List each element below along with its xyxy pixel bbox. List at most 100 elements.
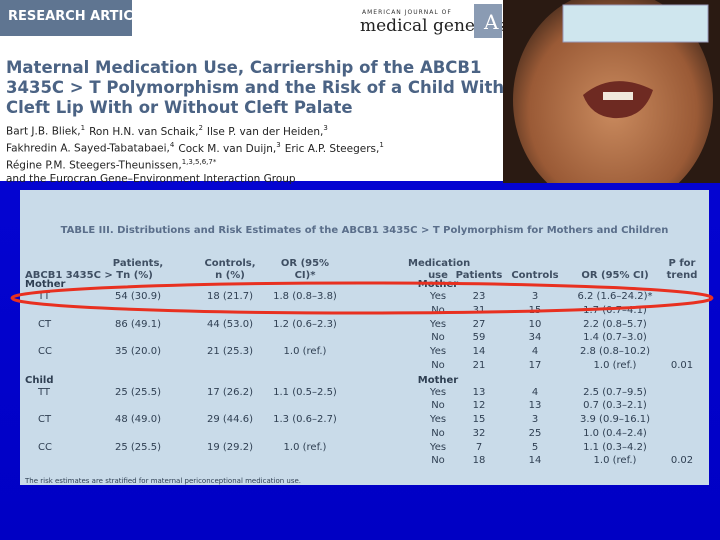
author-affiliation: 3 xyxy=(276,141,281,149)
stratum-odds-ratio: 1.1 (0.3–4.2) xyxy=(583,441,647,453)
medication-use: Yes xyxy=(429,291,447,302)
genotype: CC xyxy=(38,346,52,357)
stratum-controls: 4 xyxy=(531,386,539,398)
patients: 86 (49.1) xyxy=(115,318,161,330)
author-affiliation: 3 xyxy=(323,124,328,132)
stratum-controls: 10 xyxy=(528,318,542,330)
author-name: Eric A.P. Steegers, xyxy=(284,142,380,155)
genotype: TT xyxy=(38,386,51,398)
author-name: Bart J.B. Bliek, xyxy=(6,125,81,138)
author-affiliation: 2 xyxy=(198,124,203,132)
stratum-patients: 14 xyxy=(472,346,486,357)
title-line: 3435C > T Polymorphism and the Risk of a… xyxy=(6,78,505,97)
medication-use: Yes xyxy=(429,414,447,425)
column-header: P for trend xyxy=(666,258,698,281)
journal-prefix: AMERICAN JOURNAL OF xyxy=(362,9,452,16)
table: TABLE III. Distributions and Risk Estima… xyxy=(20,190,709,485)
authors: Bart J.B. Bliek,1 Ron H.N. van Schaik,2 Il… xyxy=(6,122,384,187)
odds-ratio: 1.0 (ref.) xyxy=(283,441,327,453)
stratum-controls: 5 xyxy=(531,441,539,453)
controls: 18 (21.7) xyxy=(207,291,253,302)
journal-name: medical genetics xyxy=(360,16,506,36)
title-line: Maternal Medication Use, Carriership of … xyxy=(6,58,482,77)
stratum-controls: 3 xyxy=(531,291,539,302)
stratum-patients: 21 xyxy=(472,359,486,371)
author-name: Cock M. van Duijn, xyxy=(178,142,277,155)
stratum-patients: 15 xyxy=(472,414,486,425)
p-trend: 0.02 xyxy=(670,455,694,466)
highlight-ellipse xyxy=(10,281,714,315)
genotype: TT xyxy=(38,291,51,302)
genotype: CC xyxy=(38,441,52,453)
stratum-controls: 13 xyxy=(528,400,542,411)
stratum-patients: 18 xyxy=(472,455,486,466)
stratum-controls: 34 xyxy=(528,332,542,343)
medication-use: No xyxy=(431,359,445,371)
controls: 44 (53.0) xyxy=(207,318,253,330)
controls: 17 (26.2) xyxy=(207,386,253,398)
stratum-odds-ratio: 2.8 (0.8–10.2) xyxy=(579,346,651,357)
photo-teeth xyxy=(603,92,633,100)
stratum-controls: 25 xyxy=(528,427,542,439)
stratum-odds-ratio: 1.4 (0.7–3.0) xyxy=(583,332,647,343)
stratum-controls: 14 xyxy=(528,455,542,466)
author-name: Ron H.N. van Schaik, xyxy=(89,125,199,138)
stratum-patients: 32 xyxy=(472,427,486,439)
table-footnote: The risk estimates are stratified for ma… xyxy=(25,477,302,485)
stratum-patients: 12 xyxy=(472,400,486,411)
journal-part: A xyxy=(484,10,499,34)
stratum-odds-ratio: 2.5 (0.7–9.5) xyxy=(583,386,647,398)
stratum-controls: 4 xyxy=(531,346,539,357)
author-line: Régine P.M. Steegers-Theunissen,1,3,5,6,… xyxy=(6,156,384,173)
column-header: OR (95% CI)* xyxy=(280,258,330,281)
stratum-odds-ratio: 3.9 (0.9–16.1) xyxy=(579,414,651,425)
odds-ratio: 1.3 (0.6–2.7) xyxy=(273,414,337,425)
column-header: Patients xyxy=(455,270,503,281)
author-name: and the Eurocran Gene–Environment Intera… xyxy=(6,173,296,185)
stratum-controls: 17 xyxy=(528,359,542,371)
paper-header: RESEARCH ARTICLE AMERICAN JOURNAL OF med… xyxy=(0,0,506,185)
stratum-patients: 7 xyxy=(475,441,483,453)
patients: 25 (25.5) xyxy=(115,441,161,453)
stratum-odds-ratio: 1.0 (ref.) xyxy=(593,359,637,371)
controls: 21 (25.3) xyxy=(207,346,253,357)
author-name: Régine P.M. Steegers-Theunissen, xyxy=(6,159,182,172)
article-type: RESEARCH ARTICLE xyxy=(8,9,151,24)
stratum-controls: 3 xyxy=(531,414,539,425)
controls: 19 (29.2) xyxy=(207,441,253,453)
p-trend: 0.01 xyxy=(670,359,694,371)
author-affiliation: 1,3,5,6,7* xyxy=(181,158,217,166)
stratum-odds-ratio: 2.2 (0.8–5.7) xyxy=(583,318,647,330)
title-line: Cleft Lip With or Without Cleft Palate xyxy=(6,98,353,117)
table-title: TABLE III. Distributions and Risk Estima… xyxy=(60,225,669,236)
stratum-odds-ratio: 1.0 (0.4–2.4) xyxy=(583,427,647,439)
author-name: Ilse P. van der Heiden, xyxy=(206,125,324,138)
column-header: Controls, n (%) xyxy=(204,258,256,281)
stratum-odds-ratio: 1.0 (ref.) xyxy=(593,455,637,466)
medication-use: Yes xyxy=(429,386,447,398)
patients: 54 (30.9) xyxy=(115,291,161,302)
article-type-bar xyxy=(0,0,132,36)
medication-use: Yes xyxy=(429,346,447,357)
medication-use: No xyxy=(431,332,445,343)
column-header: Medication use xyxy=(408,258,471,281)
controls: 29 (44.6) xyxy=(207,414,253,425)
stratum-patients: 59 xyxy=(472,332,486,343)
odds-ratio: 1.8 (0.8–3.8) xyxy=(273,291,337,302)
author-line: Fakhredin A. Sayed-Tabatabaei,4 Cock M. v… xyxy=(6,139,384,156)
patients: 48 (49.0) xyxy=(115,414,161,425)
patients: 25 (25.5) xyxy=(115,386,161,398)
author-affiliation: 1 xyxy=(80,124,86,132)
author-name: Fakhredin A. Sayed-Tabatabaei, xyxy=(6,142,170,155)
genotype: CT xyxy=(38,414,52,425)
stratum-odds-ratio: 0.7 (0.3–2.1) xyxy=(583,400,647,411)
section-label: Mother xyxy=(25,279,66,290)
journal-part-box xyxy=(474,4,502,38)
photo-cover-box xyxy=(562,4,709,43)
column-header: Patients, n (%) xyxy=(112,258,164,281)
photo xyxy=(503,0,720,183)
medication-use: No xyxy=(431,400,445,411)
stratum-patients: 13 xyxy=(472,386,486,398)
odds-ratio: 1.0 (ref.) xyxy=(283,346,327,357)
